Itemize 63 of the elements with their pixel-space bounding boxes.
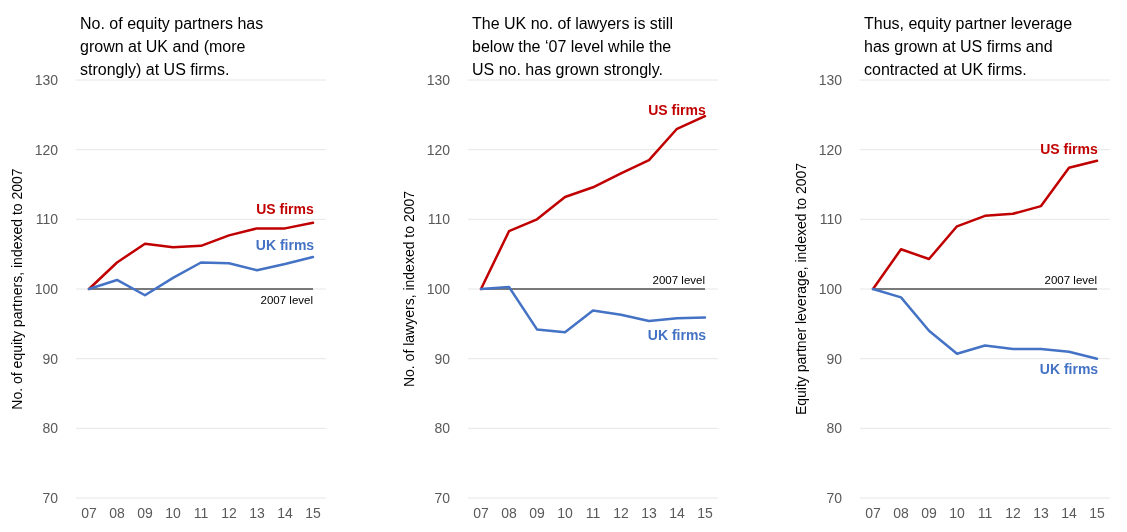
series-label: US firms	[648, 101, 706, 118]
series-label: UK firms	[647, 327, 707, 344]
x-tick-label: 09	[921, 505, 937, 521]
y-tick-label: 130	[426, 71, 451, 88]
y-tick-label: 130	[818, 71, 843, 88]
x-tick-label: 13	[641, 505, 657, 521]
x-tick-label: 12	[613, 505, 629, 521]
y-tick-label: 80	[42, 420, 59, 437]
x-tick-label: 08	[109, 505, 125, 521]
x-tick-label: 07	[473, 505, 489, 521]
x-tick-label: 08	[501, 505, 517, 521]
x-tick-label: 15	[1089, 505, 1105, 521]
x-tick-label: 10	[165, 505, 181, 521]
x-tick-label: 07	[865, 505, 881, 521]
y-tick-label: 120	[426, 141, 451, 158]
y-axis-title: No. of lawyers, indexed to 2007	[401, 190, 417, 388]
y-tick-label: 90	[434, 350, 451, 367]
x-tick-label: 14	[1061, 505, 1077, 521]
series-label: UK firms	[1039, 360, 1099, 377]
x-tick-label: 11	[193, 505, 209, 521]
chart-title: Thus, equity partner leverage has grown at US firms and contracted at UK firms.	[864, 15, 1073, 78]
y-axis-title: Equity partner leverage, indexed to 2007	[793, 162, 809, 416]
y-tick-label: 80	[434, 420, 451, 437]
y-tick-label: 120	[34, 141, 59, 158]
x-tick-label: 09	[529, 505, 545, 521]
y-tick-label: 100	[818, 280, 843, 297]
x-tick-label: 10	[949, 505, 965, 521]
x-tick-label: 09	[137, 505, 153, 521]
x-tick-label: 14	[669, 505, 685, 521]
y-axis-title: No. of equity partners, indexed to 2007	[9, 168, 25, 410]
x-tick-label: 07	[81, 505, 97, 521]
chart-title: No. of equity partners has grown at UK and (more strongly) at US firms.	[80, 15, 264, 78]
y-tick-label: 70	[434, 489, 451, 506]
x-tick-label: 12	[221, 505, 237, 521]
x-tick-label: 13	[249, 505, 265, 521]
y-tick-label: 100	[426, 280, 451, 297]
x-tick-label: 08	[893, 505, 909, 521]
series-label: UK firms	[255, 236, 315, 253]
y-tick-label: 90	[42, 350, 59, 367]
y-tick-label: 70	[826, 489, 843, 506]
series-label: US firms	[256, 201, 314, 218]
y-tick-label: 120	[818, 141, 843, 158]
y-tick-label: 70	[42, 489, 59, 506]
x-tick-label: 14	[277, 505, 293, 521]
y-tick-label: 110	[427, 211, 451, 228]
y-tick-label: 110	[819, 211, 843, 228]
x-tick-label: 12	[1005, 505, 1021, 521]
y-tick-label: 110	[35, 211, 59, 228]
x-tick-label: 11	[585, 505, 601, 521]
y-tick-label: 130	[34, 71, 59, 88]
y-tick-label: 100	[34, 280, 59, 297]
x-tick-label: 13	[1033, 505, 1049, 521]
chart-title: The UK no. of lawyers is still below the ‘07 level while the US no. has grown strongly.	[472, 15, 673, 78]
x-tick-label: 10	[557, 505, 573, 521]
y-tick-label: 80	[826, 420, 843, 437]
x-tick-label: 15	[305, 505, 321, 521]
ref-line-label: 2007 level	[260, 294, 313, 306]
ref-line-label: 2007 level	[652, 274, 705, 286]
x-tick-label: 15	[697, 505, 713, 521]
series-label: US firms	[1040, 140, 1098, 157]
ref-line-label: 2007 level	[1044, 274, 1097, 286]
y-tick-label: 90	[826, 350, 843, 367]
x-tick-label: 11	[977, 505, 993, 521]
